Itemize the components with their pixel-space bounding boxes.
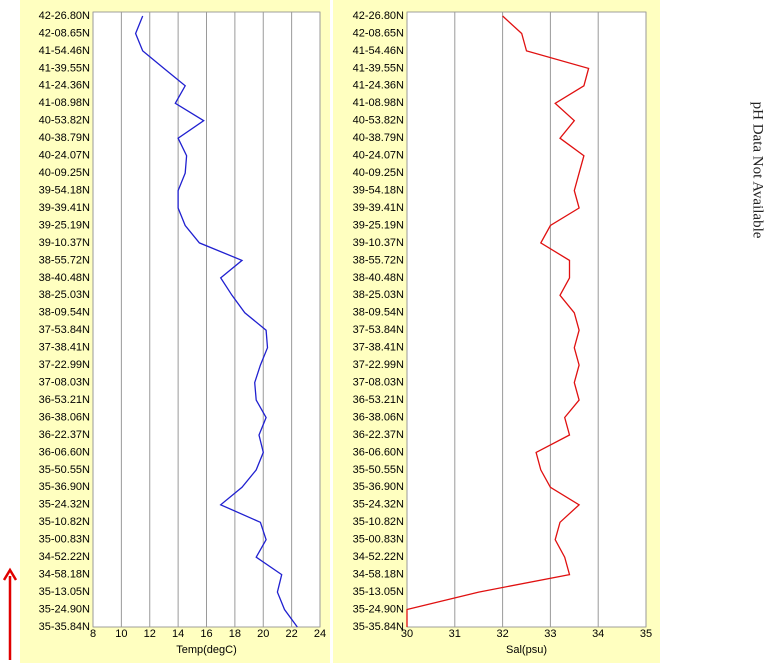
- y-tick-label: 35-10.82N: [39, 516, 90, 528]
- x-tick-label: 22: [286, 628, 298, 640]
- y-tick-label: 37-22.99N: [353, 359, 404, 371]
- y-tick-label: 36-38.06N: [39, 411, 90, 423]
- y-tick-label: 35-35.84N: [39, 621, 90, 633]
- y-tick-label: 35-36.90N: [39, 481, 90, 493]
- y-tick-label: 40-53.82N: [353, 115, 404, 127]
- y-tick-label: 35-50.55N: [353, 464, 404, 476]
- y-tick-label: 42-26.80N: [353, 10, 404, 22]
- y-tick-label: 34-52.22N: [353, 551, 404, 563]
- y-tick-label: 37-22.99N: [39, 359, 90, 371]
- data-line: [406, 15, 590, 627]
- y-tick-label: 38-25.03N: [353, 289, 404, 301]
- y-tick-label: 35-24.32N: [353, 499, 404, 511]
- y-tick-label: 35-50.55N: [39, 464, 90, 476]
- y-tick-label: 40-24.07N: [353, 150, 404, 162]
- y-tick-label: 41-54.46N: [39, 45, 90, 57]
- y-tick-label: 38-09.54N: [353, 307, 404, 319]
- note: pH Data Not Available: [750, 102, 766, 239]
- y-tick-label: 39-25.19N: [353, 219, 404, 231]
- y-tick-label: 36-53.21N: [353, 394, 404, 406]
- y-tick-label: 36-06.60N: [353, 446, 404, 458]
- y-tick-label: 35-35.84N: [353, 621, 404, 633]
- x-tick-label: 32: [496, 628, 508, 640]
- y-tick-label: 35-36.90N: [353, 481, 404, 493]
- x-tick-label: 8: [90, 628, 96, 640]
- y-tick-label: 38-40.48N: [39, 272, 90, 284]
- y-tick-label: 41-24.36N: [353, 80, 404, 92]
- x-tick-label: 12: [144, 628, 156, 640]
- y-tick-label: 41-54.46N: [353, 45, 404, 57]
- x-tick-label: 31: [449, 628, 461, 640]
- x-axis-label: Sal(psu): [506, 644, 547, 656]
- y-tick-label: 38-25.03N: [39, 289, 90, 301]
- plot-area: [406, 11, 647, 628]
- y-tick-label: 35-10.82N: [353, 516, 404, 528]
- x-tick-label: 16: [200, 628, 212, 640]
- y-tick-label: 35-24.90N: [353, 603, 404, 615]
- y-tick-label: 39-10.37N: [353, 237, 404, 249]
- x-tick-label: 20: [257, 628, 269, 640]
- x-tick-label: 30: [401, 628, 413, 640]
- y-tick-label: 40-53.82N: [39, 115, 90, 127]
- y-tick-label: 35-13.05N: [353, 586, 404, 598]
- y-tick-label: 41-39.55N: [39, 62, 90, 74]
- y-tick-label: 41-39.55N: [353, 62, 404, 74]
- x-tick-label: 14: [172, 628, 184, 640]
- y-tick-label: 42-08.65N: [353, 27, 404, 39]
- x-tick-label: 33: [544, 628, 556, 640]
- y-tick-label: 37-38.41N: [39, 342, 90, 354]
- y-tick-label: 36-38.06N: [353, 411, 404, 423]
- data-line: [134, 15, 298, 628]
- y-tick-label: 42-26.80N: [39, 10, 90, 22]
- y-tick-label: 38-09.54N: [39, 307, 90, 319]
- y-tick-label: 38-40.48N: [353, 272, 404, 284]
- y-tick-label: 41-24.36N: [39, 80, 90, 92]
- x-tick-label: 24: [314, 628, 326, 640]
- y-tick-label: 36-22.37N: [39, 429, 90, 441]
- y-tick-label: 37-08.03N: [39, 377, 90, 389]
- y-tick-label: 35-13.05N: [39, 586, 90, 598]
- y-tick-label: 38-55.72N: [353, 254, 404, 266]
- y-tick-label: 39-54.18N: [39, 184, 90, 196]
- y-tick-label: 35-24.32N: [39, 499, 90, 511]
- x-tick-label: 35: [640, 628, 652, 640]
- y-tick-label: 40-09.25N: [39, 167, 90, 179]
- x-tick-label: 34: [592, 628, 604, 640]
- y-tick-label: 35-24.90N: [39, 603, 90, 615]
- y-tick-label: 34-52.22N: [39, 551, 90, 563]
- y-tick-label: 37-38.41N: [353, 342, 404, 354]
- y-tick-label: 39-25.19N: [39, 219, 90, 231]
- y-tick-label: 36-06.60N: [39, 446, 90, 458]
- y-tick-label: 39-39.41N: [353, 202, 404, 214]
- arrow-head: [2, 567, 18, 581]
- y-tick-label: 41-08.98N: [353, 97, 404, 109]
- y-tick-label: 39-39.41N: [39, 202, 90, 214]
- y-tick-label: 35-00.83N: [353, 534, 404, 546]
- y-tick-label: 42-08.65N: [39, 27, 90, 39]
- y-tick-label: 37-53.84N: [39, 324, 90, 336]
- y-tick-label: 34-58.18N: [39, 569, 90, 581]
- x-tick-label: 10: [115, 628, 127, 640]
- y-tick-label: 37-53.84N: [353, 324, 404, 336]
- x-axis-label: Temp(degC): [176, 644, 237, 656]
- y-tick-label: 36-53.21N: [39, 394, 90, 406]
- y-tick-label: 37-08.03N: [353, 377, 404, 389]
- y-tick-label: 39-10.37N: [39, 237, 90, 249]
- y-tick-label: 38-55.72N: [39, 254, 90, 266]
- y-tick-label: 36-22.37N: [353, 429, 404, 441]
- y-tick-label: 39-54.18N: [353, 184, 404, 196]
- y-tick-label: 40-24.07N: [39, 150, 90, 162]
- y-tick-label: 40-38.79N: [39, 132, 90, 144]
- y-tick-label: 35-00.83N: [39, 534, 90, 546]
- y-tick-label: 40-09.25N: [353, 167, 404, 179]
- x-tick-label: 18: [229, 628, 241, 640]
- y-tick-label: 41-08.98N: [39, 97, 90, 109]
- y-tick-label: 40-38.79N: [353, 132, 404, 144]
- y-tick-label: 34-58.18N: [353, 569, 404, 581]
